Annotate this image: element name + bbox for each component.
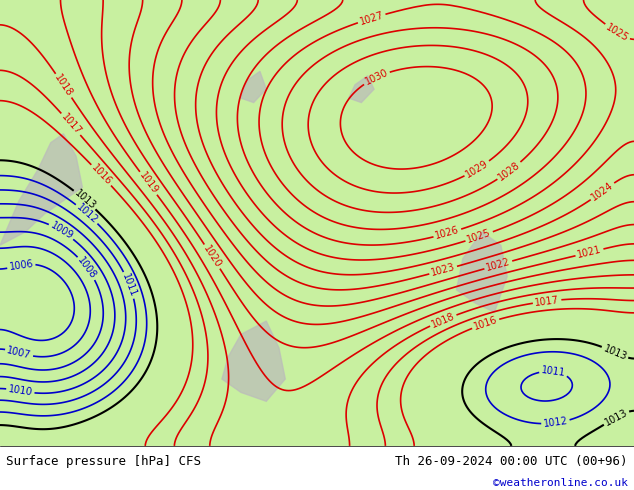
Text: 1013: 1013	[602, 343, 628, 362]
Polygon shape	[349, 76, 374, 102]
Text: 1025: 1025	[604, 22, 630, 43]
Text: 1010: 1010	[8, 384, 33, 398]
Text: Surface pressure [hPa] CFS: Surface pressure [hPa] CFS	[6, 455, 202, 468]
Text: 1030: 1030	[363, 68, 390, 87]
Text: 1008: 1008	[75, 255, 98, 281]
Text: 1029: 1029	[464, 158, 490, 179]
Text: 1023: 1023	[430, 262, 456, 278]
Text: 1011: 1011	[120, 272, 138, 298]
Text: 1007: 1007	[6, 345, 32, 361]
Text: 1013: 1013	[72, 188, 98, 212]
Text: Th 26-09-2024 00:00 UTC (00+96): Th 26-09-2024 00:00 UTC (00+96)	[395, 455, 628, 468]
Text: 1006: 1006	[8, 259, 34, 272]
Text: 1011: 1011	[541, 365, 566, 378]
Text: 1018: 1018	[430, 311, 456, 330]
Text: 1022: 1022	[485, 257, 512, 273]
Polygon shape	[241, 72, 266, 102]
Text: 1018: 1018	[53, 73, 75, 98]
Text: 1012: 1012	[74, 202, 100, 226]
Polygon shape	[456, 232, 507, 312]
Polygon shape	[222, 321, 285, 401]
Text: 1013: 1013	[603, 407, 630, 428]
Text: 1021: 1021	[576, 245, 602, 260]
Text: 1025: 1025	[466, 228, 493, 245]
Text: 1026: 1026	[434, 225, 461, 242]
Text: 1027: 1027	[358, 10, 385, 27]
Text: 1009: 1009	[48, 220, 75, 242]
Text: 1017: 1017	[59, 112, 82, 137]
Text: 1012: 1012	[543, 416, 569, 429]
Text: 1016: 1016	[472, 315, 499, 332]
Text: 1024: 1024	[590, 180, 616, 202]
Text: 1017: 1017	[534, 295, 560, 308]
Text: 1028: 1028	[496, 160, 522, 182]
Text: ©weatheronline.co.uk: ©weatheronline.co.uk	[493, 478, 628, 489]
Text: 1020: 1020	[201, 244, 223, 270]
Text: 1016: 1016	[89, 163, 113, 188]
Polygon shape	[0, 134, 82, 245]
Text: 1019: 1019	[137, 171, 160, 196]
